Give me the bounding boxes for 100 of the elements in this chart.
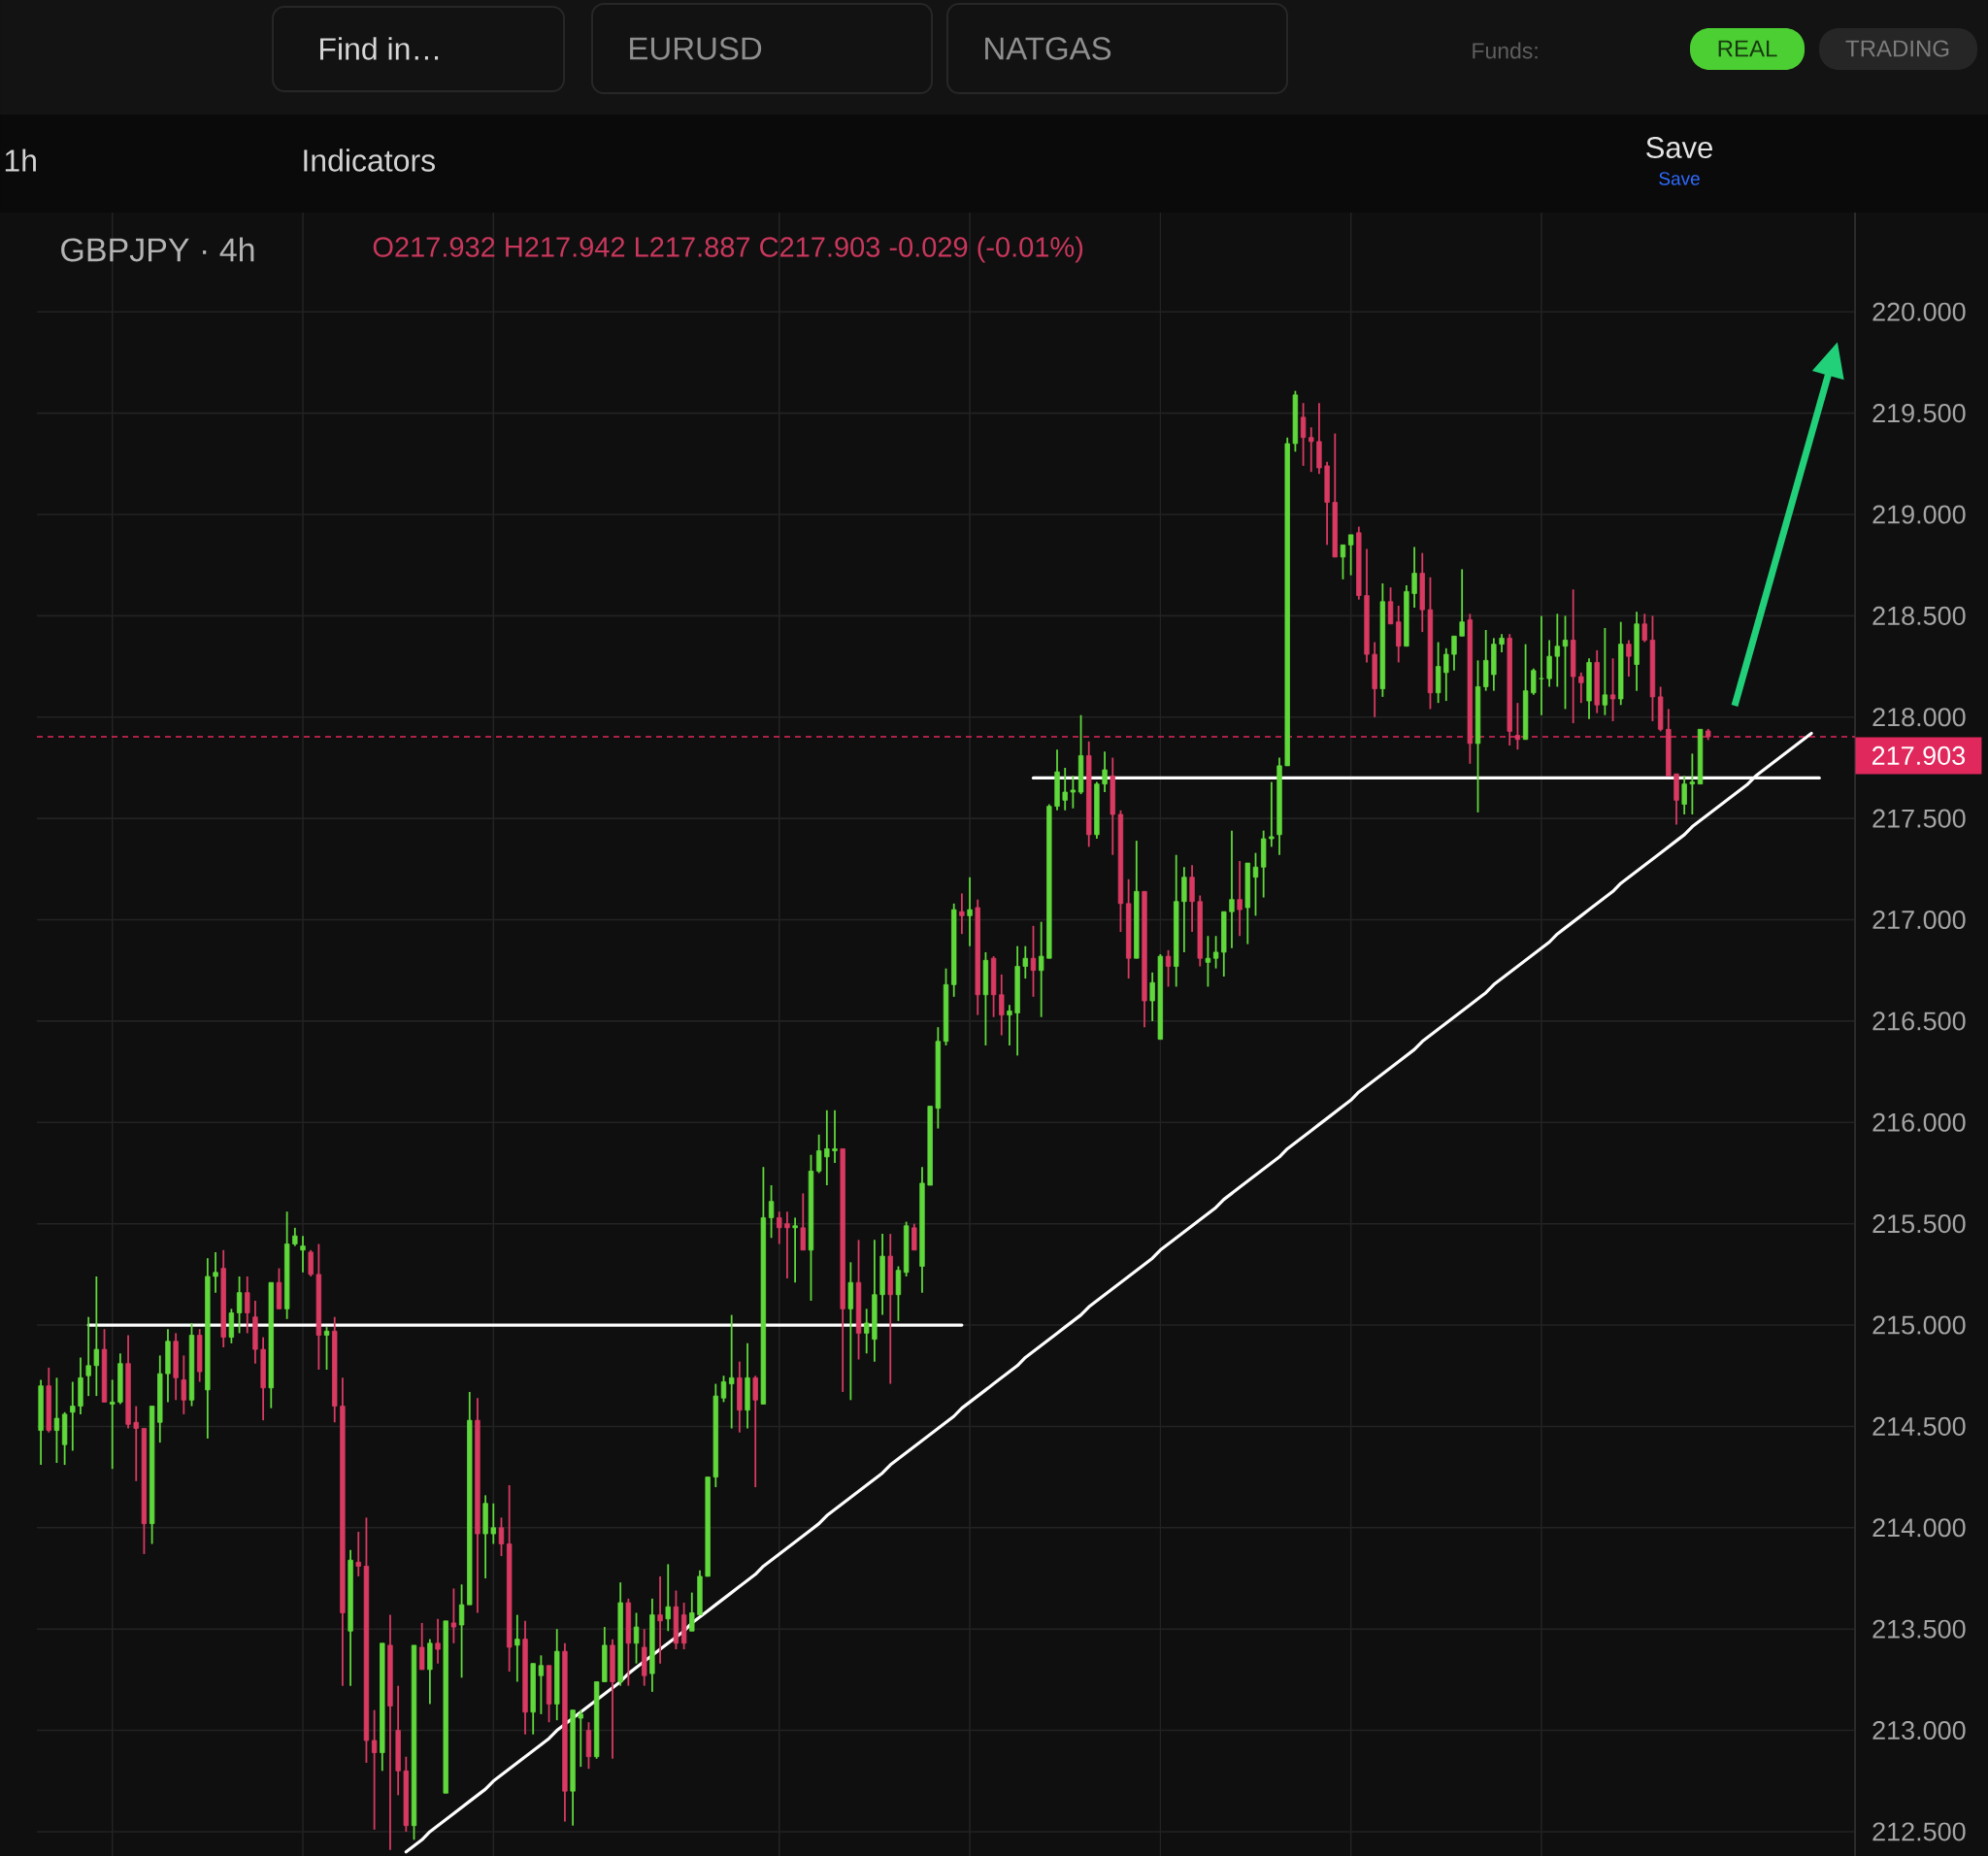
candlestick	[1007, 1004, 1012, 1046]
candlestick	[815, 1133, 822, 1175]
candlestick	[784, 1210, 790, 1279]
candlestick	[450, 1587, 457, 1644]
candlestick	[1602, 627, 1608, 716]
y-tick-label: 213.000	[1872, 1721, 1966, 1740]
y-tick-label: 219.500	[1872, 404, 1966, 423]
candlestick	[1681, 775, 1687, 815]
candlestick	[1546, 639, 1552, 688]
candlestick	[1038, 920, 1044, 1018]
candlestick	[1252, 851, 1259, 917]
candlestick	[1531, 667, 1537, 696]
y-tick-label: 218.000	[1872, 708, 1966, 727]
candlestick	[1212, 935, 1219, 970]
candlestick	[1309, 426, 1314, 474]
candlestick	[728, 1313, 735, 1430]
candlestick	[911, 1222, 917, 1251]
candlestick	[323, 1326, 330, 1371]
text: Funds:	[1473, 42, 1538, 59]
candlestick	[1626, 639, 1632, 678]
candlestick	[1562, 614, 1569, 711]
y-tick-label: 217.000	[1872, 910, 1966, 930]
text: Save	[1646, 137, 1712, 158]
candlestick	[665, 1563, 671, 1633]
y-tick-label: 215.500	[1872, 1214, 1966, 1234]
candlestick	[1609, 657, 1616, 722]
candlestick	[371, 1708, 378, 1831]
candlestick	[1237, 860, 1242, 938]
y-tick-label: 215.000	[1872, 1315, 1966, 1335]
candlestick	[1411, 546, 1417, 609]
candlestick	[1514, 702, 1521, 751]
y-tick-label: 212.500	[1872, 1822, 1966, 1841]
candlestick	[1022, 945, 1028, 979]
candlestick	[792, 1216, 798, 1284]
candlestick	[93, 1276, 100, 1398]
candlestick	[419, 1622, 425, 1671]
candlestick	[1340, 544, 1346, 580]
y-tick-label: 220.000	[1872, 302, 1966, 321]
candlestick	[133, 1405, 139, 1482]
candlestick	[1689, 752, 1696, 815]
candlestick	[85, 1315, 91, 1398]
y-tick-label: 218.500	[1872, 606, 1966, 625]
candlestick	[578, 1708, 583, 1769]
candlestick	[53, 1376, 60, 1464]
y-tick-label: 217.500	[1872, 809, 1966, 828]
y-tick-label: 214.000	[1872, 1518, 1966, 1538]
text: Indicators	[304, 149, 435, 172]
candlestick	[633, 1611, 640, 1665]
candlestick	[538, 1654, 545, 1715]
candlestick	[435, 1617, 441, 1665]
candlestick	[514, 1613, 520, 1683]
text: 1h	[5, 149, 36, 172]
candlestick	[752, 1375, 758, 1488]
y-tick-label: 214.500	[1872, 1416, 1966, 1436]
text: REAL	[1718, 40, 1777, 57]
y-tick-label: 213.500	[1872, 1619, 1966, 1639]
y-tick-label: 219.000	[1872, 505, 1966, 524]
candlestick	[1102, 750, 1108, 793]
candlestick	[300, 1235, 306, 1274]
ref-line-label: 217.903	[1872, 746, 1966, 765]
candlestick	[1062, 767, 1068, 812]
candlestick	[490, 1502, 496, 1545]
candlestick	[800, 1192, 806, 1251]
text: Find in…	[320, 37, 439, 60]
candlestick	[1578, 671, 1584, 705]
candlestick	[292, 1226, 298, 1247]
candlestick	[657, 1575, 663, 1665]
candlestick	[1269, 780, 1275, 848]
text: NATGAS	[985, 37, 1111, 60]
candlestick	[498, 1516, 505, 1557]
candlestick	[832, 1109, 838, 1164]
candlestick	[720, 1375, 727, 1404]
candlestick	[1499, 633, 1505, 653]
candlestick	[355, 1531, 361, 1577]
text: EURUSD	[630, 37, 762, 60]
candlestick	[1641, 613, 1647, 644]
candlestick	[1205, 935, 1211, 988]
text: O217.932 H217.942 L217.887 C217.903 -0.029 (-0.01%)	[373, 236, 1083, 263]
candlestick	[236, 1276, 243, 1335]
candlestick	[1451, 635, 1457, 672]
candlestick	[959, 892, 965, 936]
candlestick	[1030, 924, 1037, 998]
y-tick-label: 216.500	[1872, 1011, 1966, 1031]
candlestick	[70, 1380, 76, 1452]
candlestick	[1443, 646, 1449, 702]
y-tick-label: 216.000	[1872, 1112, 1966, 1132]
candlestick	[967, 876, 973, 947]
candlestick	[689, 1591, 695, 1633]
candlestick	[768, 1184, 775, 1240]
text: TRADING	[1845, 40, 1949, 57]
candlestick	[824, 1109, 830, 1186]
text: GBPJPY · 4h	[61, 237, 254, 262]
candlestick	[999, 974, 1005, 1037]
candlestick	[308, 1248, 314, 1277]
candlestick	[777, 1210, 782, 1245]
candlestick	[1229, 829, 1235, 949]
text: Save	[1659, 172, 1700, 185]
candlestick	[1300, 402, 1307, 467]
candlestick	[110, 1378, 116, 1471]
candlestick	[458, 1583, 465, 1679]
